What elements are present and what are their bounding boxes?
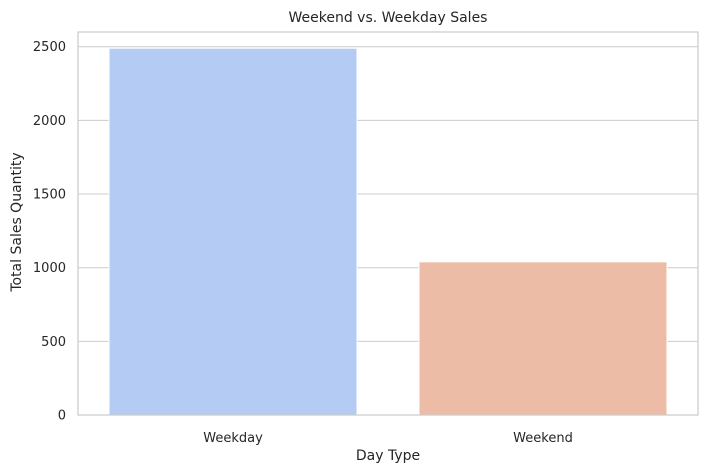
y-tick-label: 1500: [33, 188, 66, 203]
y-tick-label: 1000: [33, 261, 66, 276]
y-tick-labels: 0 500 1000 1500 2000 2500: [33, 40, 66, 423]
y-tick-label: 500: [41, 335, 66, 350]
y-axis-label: Total Sales Quantity: [9, 152, 25, 292]
x-tick-label: Weekday: [203, 431, 263, 446]
chart-title: Weekend vs. Weekday Sales: [289, 10, 488, 26]
x-tick-labels: Weekday Weekend: [203, 431, 573, 446]
bars: [108, 47, 668, 416]
x-tick-label: Weekend: [513, 431, 573, 446]
bar-weekday: [108, 47, 358, 416]
y-tick-label: 0: [58, 409, 66, 424]
x-axis-label: Day Type: [356, 448, 420, 464]
y-tick-label: 2000: [33, 114, 66, 129]
y-tick-label: 2500: [33, 40, 66, 55]
bar-weekend: [418, 261, 668, 416]
plot-frame: [77, 31, 699, 416]
